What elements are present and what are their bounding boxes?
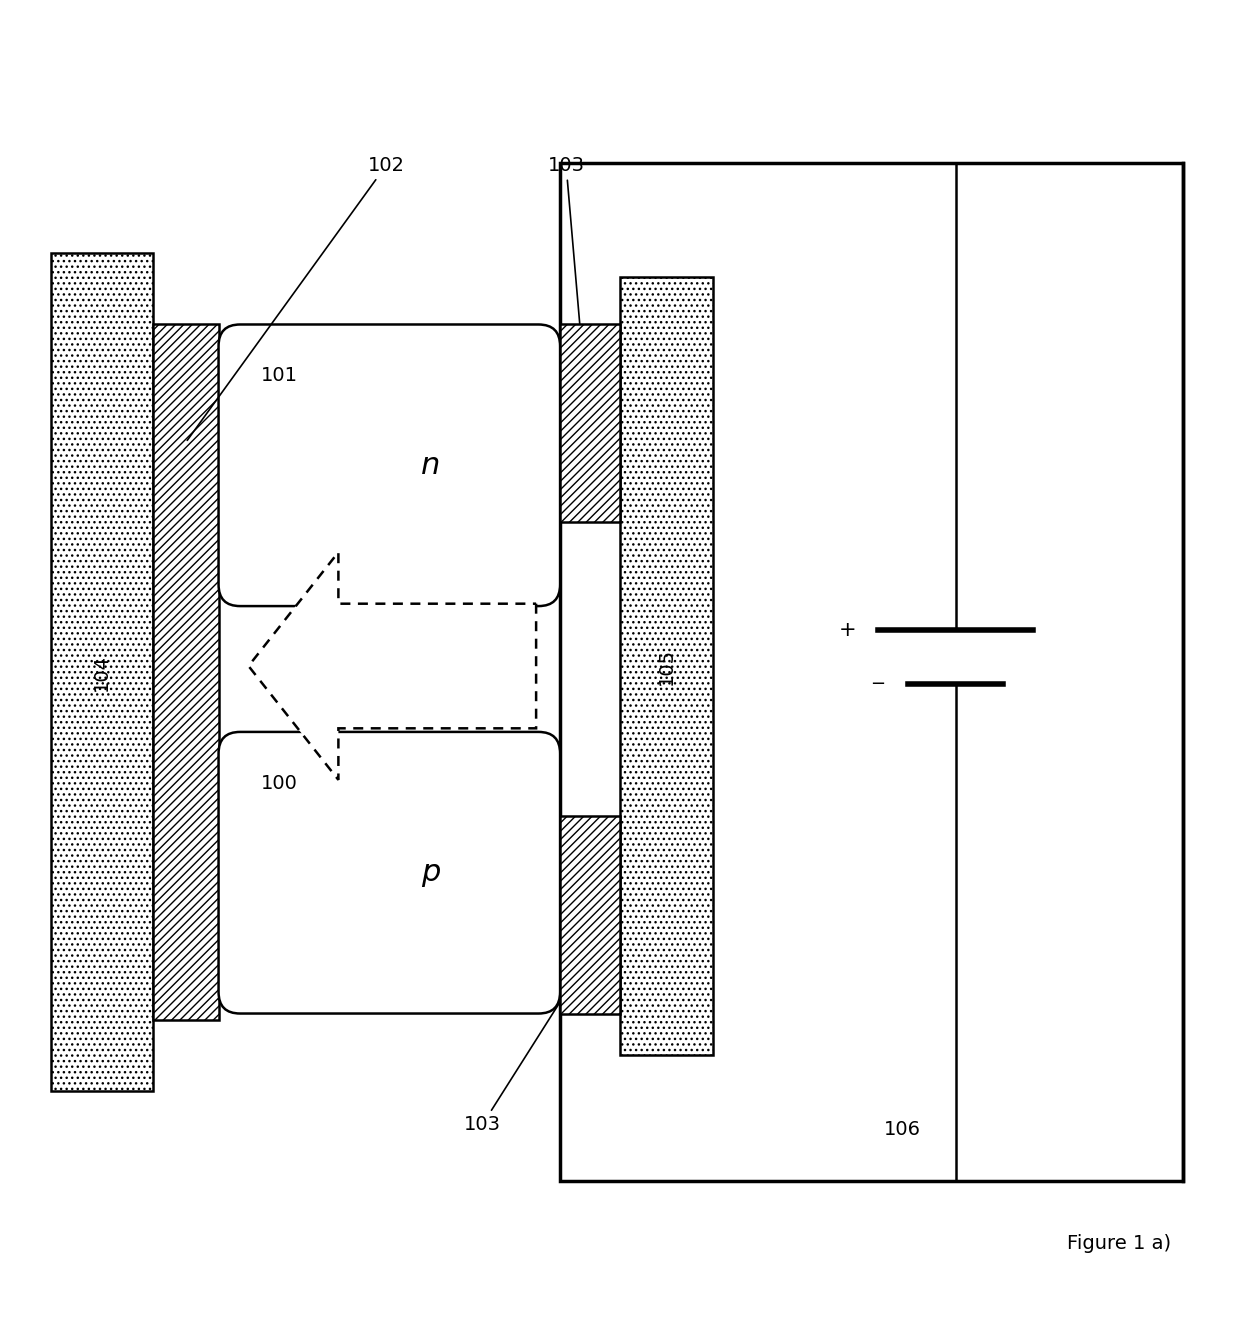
Text: +: +: [839, 620, 857, 640]
Text: 102: 102: [187, 156, 404, 441]
Bar: [560, 163, 1183, 1181]
Text: −: −: [870, 675, 885, 694]
Text: 106: 106: [884, 1121, 921, 1140]
Text: 105: 105: [657, 648, 676, 684]
Text: p: p: [420, 859, 440, 887]
Polygon shape: [248, 552, 536, 780]
Text: 103: 103: [464, 966, 583, 1134]
Text: 103: 103: [548, 156, 584, 371]
Text: 104: 104: [92, 653, 112, 691]
Bar: [560, 324, 620, 523]
Text: n: n: [420, 450, 440, 480]
Bar: [51, 253, 153, 1091]
Text: 100: 100: [260, 774, 298, 793]
Bar: [560, 816, 620, 1013]
Bar: [153, 324, 218, 1020]
FancyBboxPatch shape: [218, 732, 560, 1013]
FancyBboxPatch shape: [218, 324, 560, 606]
Text: Figure 1 a): Figure 1 a): [1068, 1234, 1172, 1253]
Bar: [620, 277, 713, 1055]
Text: 101: 101: [260, 367, 298, 386]
